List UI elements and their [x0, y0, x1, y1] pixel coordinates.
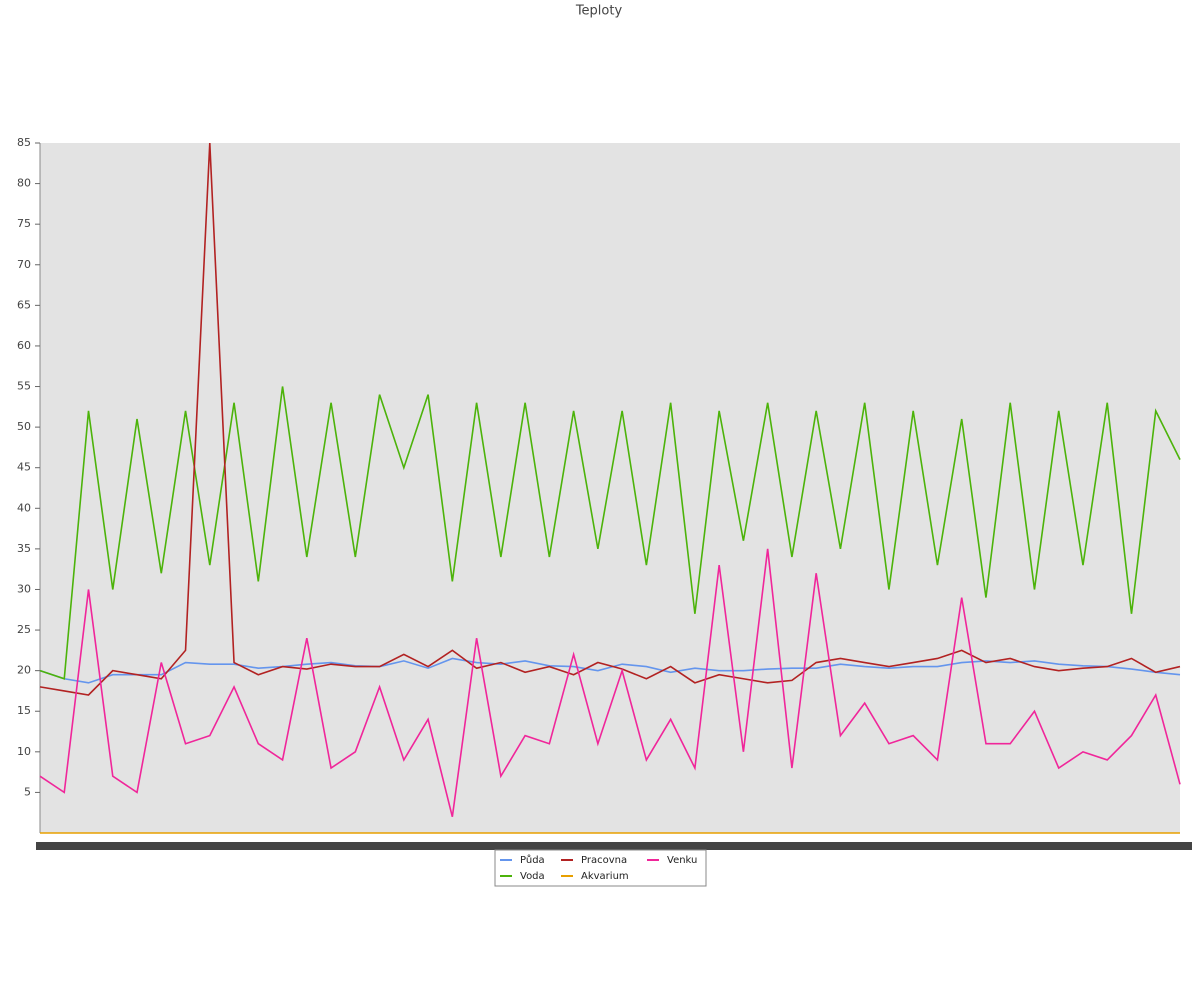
legend-items: Půda Voda Pracovna Akvarium Venku [500, 854, 697, 882]
chart-title: Teploty [575, 4, 623, 19]
legend-label: Půda [520, 854, 545, 866]
y-tick-label: 85 [17, 136, 31, 149]
y-tick-label: 55 [17, 380, 31, 393]
legend-label: Akvarium [581, 871, 629, 882]
y-tick-label: 60 [17, 339, 31, 352]
x-axis-label-band [36, 842, 1192, 850]
legend-label: Pracovna [581, 855, 627, 866]
plot-area [40, 143, 1180, 833]
y-tick-label: 40 [17, 501, 31, 514]
y-tick-label: 15 [17, 704, 31, 717]
series-line [39, 386, 1181, 680]
series-line [39, 548, 1181, 817]
y-tick-label: 5 [24, 785, 31, 798]
y-tick-label: 65 [17, 298, 31, 311]
legend-label: Voda [520, 871, 545, 882]
legend [494, 849, 707, 887]
legend-label: Venku [667, 855, 697, 866]
y-tick-label: 25 [17, 623, 31, 636]
series-line [39, 142, 1181, 696]
y-tick-label: 45 [17, 461, 31, 474]
y-tick-label: 30 [17, 582, 31, 595]
y-tick-label: 75 [17, 217, 31, 230]
y-tick-label: 80 [17, 177, 31, 190]
y-tick-label: 20 [17, 664, 31, 677]
y-tick-label: 70 [17, 258, 31, 271]
y-tick-label: 35 [17, 542, 31, 555]
y-tick-label: 10 [17, 745, 31, 758]
y-tick-label: 50 [17, 420, 31, 433]
